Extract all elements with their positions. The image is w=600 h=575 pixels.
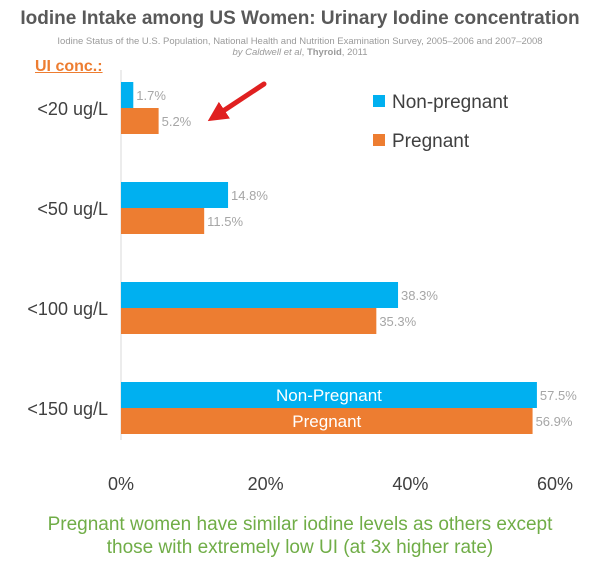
legend-label: Non-pregnant — [392, 92, 509, 113]
x-tick-label: 20% — [248, 474, 284, 494]
data-label: 38.3% — [401, 288, 438, 303]
x-tick-label: 0% — [108, 474, 134, 494]
data-label: 56.9% — [536, 414, 573, 429]
data-label: 5.2% — [162, 114, 192, 129]
data-label: 14.8% — [231, 188, 268, 203]
bar-non-pregnant — [121, 282, 399, 308]
data-label: 11.5% — [207, 214, 243, 229]
bar-inner-label: Non-Pregnant — [276, 386, 382, 405]
x-tick-label: 40% — [392, 474, 428, 494]
source-author: by Caldwell — [232, 47, 284, 58]
chart-title: Iodine Intake among US Women: Urinary Io… — [20, 8, 580, 29]
source-citation: Iodine Status of the U.S. Population, Na… — [0, 36, 600, 58]
bar-non-pregnant — [121, 182, 229, 208]
bar-pregnant — [121, 108, 159, 134]
caption-line-1: Pregnant women have similar iodine level… — [47, 514, 553, 535]
chart-caption: Pregnant women have similar iodine level… — [0, 513, 600, 559]
source-line-2: by Caldwell et al, Thyroid, 2011 — [0, 47, 600, 58]
data-label: 57.5% — [540, 388, 577, 403]
bar-inner-label: Pregnant — [292, 412, 361, 431]
source-journal: Thyroid — [306, 47, 342, 58]
category-label: <20 ug/L — [37, 99, 108, 119]
category-label: <100 ug/L — [27, 299, 108, 319]
legend-swatch — [373, 134, 385, 146]
bar-pregnant — [121, 208, 205, 234]
bar-non-pregnant — [121, 382, 537, 408]
source-sep: , — [301, 47, 307, 58]
group-axis-label: UI conc.: — [35, 58, 103, 75]
bar-pregnant — [121, 308, 377, 334]
bar-pregnant — [121, 408, 533, 434]
caption-line-2: those with extremely low UI (at 3x highe… — [106, 537, 494, 558]
category-label: <50 ug/L — [37, 199, 108, 219]
source-year: , 2011 — [341, 47, 368, 58]
category-label: <150 ug/L — [27, 399, 108, 419]
bar-non-pregnant — [121, 82, 134, 108]
data-label: 1.7% — [136, 88, 166, 103]
x-tick-label: 60% — [537, 474, 573, 494]
annotation-arrow — [207, 81, 267, 122]
source-line-1: Iodine Status of the U.S. Population, Na… — [57, 36, 543, 47]
source-etal: et al — [283, 47, 302, 58]
data-label: 35.3% — [379, 314, 416, 329]
legend-swatch — [373, 95, 385, 107]
legend-label: Pregnant — [392, 131, 470, 152]
